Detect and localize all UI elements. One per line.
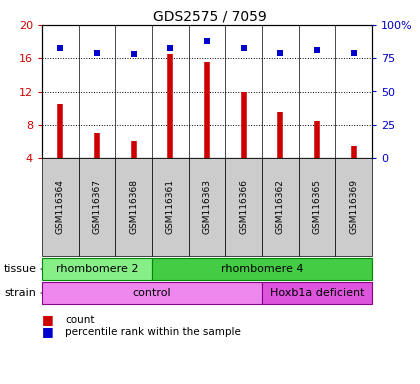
Text: ■: ■ <box>42 313 54 326</box>
Text: percentile rank within the sample: percentile rank within the sample <box>65 327 241 337</box>
Text: GSM116363: GSM116363 <box>202 179 212 235</box>
Text: GSM116362: GSM116362 <box>276 180 285 235</box>
Text: GSM116367: GSM116367 <box>92 179 102 235</box>
Text: GSM116366: GSM116366 <box>239 179 248 235</box>
Text: GSM116368: GSM116368 <box>129 179 138 235</box>
Text: ■: ■ <box>42 326 54 339</box>
Text: GSM116369: GSM116369 <box>349 179 358 235</box>
Text: GSM116365: GSM116365 <box>312 179 321 235</box>
Text: GDS2575 / 7059: GDS2575 / 7059 <box>153 10 267 24</box>
Text: rhombomere 4: rhombomere 4 <box>221 264 303 274</box>
Text: count: count <box>65 315 94 325</box>
Text: GSM116361: GSM116361 <box>166 179 175 235</box>
Text: Hoxb1a deficient: Hoxb1a deficient <box>270 288 364 298</box>
Text: strain: strain <box>4 288 36 298</box>
Text: control: control <box>133 288 171 298</box>
Text: tissue: tissue <box>4 264 37 274</box>
Text: rhombomere 2: rhombomere 2 <box>56 264 138 274</box>
Text: GSM116364: GSM116364 <box>56 180 65 235</box>
